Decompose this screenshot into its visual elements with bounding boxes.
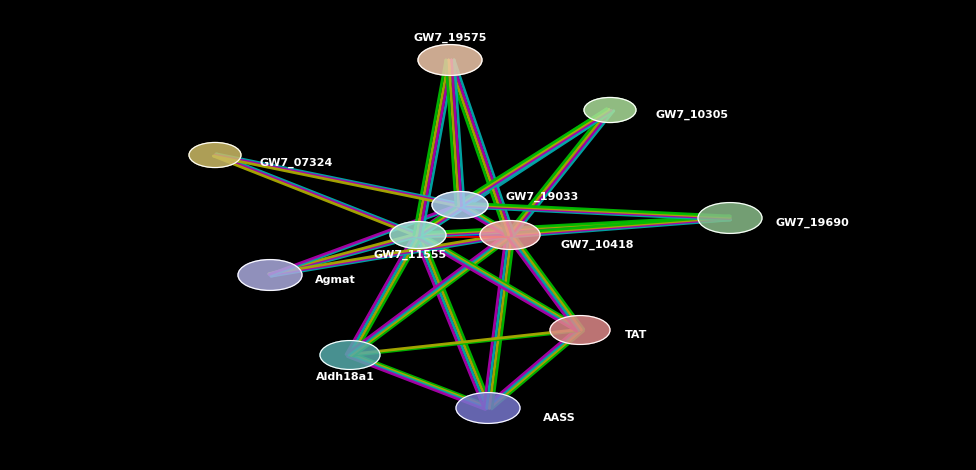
Circle shape xyxy=(238,259,302,290)
Circle shape xyxy=(390,221,446,249)
Circle shape xyxy=(480,220,540,250)
Text: GW7_07324: GW7_07324 xyxy=(260,158,334,168)
Text: Agmat: Agmat xyxy=(315,275,355,285)
Circle shape xyxy=(550,315,610,345)
Text: Aldh18a1: Aldh18a1 xyxy=(315,372,375,382)
Text: GW7_19033: GW7_19033 xyxy=(505,192,578,202)
Circle shape xyxy=(418,45,482,75)
Circle shape xyxy=(432,191,488,219)
Circle shape xyxy=(698,203,762,234)
Text: GW7_19690: GW7_19690 xyxy=(775,218,849,228)
Text: GW7_10305: GW7_10305 xyxy=(655,110,728,120)
Text: GW7_11555: GW7_11555 xyxy=(374,250,447,260)
Circle shape xyxy=(584,97,636,123)
Circle shape xyxy=(189,142,241,167)
Text: GW7_19575: GW7_19575 xyxy=(413,33,487,43)
Circle shape xyxy=(456,392,520,423)
Text: TAT: TAT xyxy=(625,330,647,340)
Circle shape xyxy=(320,341,380,369)
Text: GW7_10418: GW7_10418 xyxy=(560,240,633,250)
Text: AASS: AASS xyxy=(543,413,576,423)
